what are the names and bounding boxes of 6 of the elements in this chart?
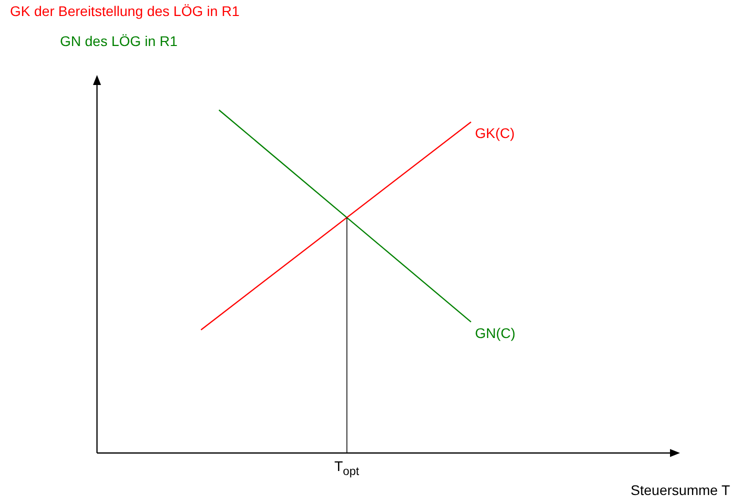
text: Steuersumme T bbox=[630, 482, 730, 498]
series-label: GK(C) bbox=[475, 124, 515, 141]
chart-title: GK der Bereitstellung des LÖG in R1 bbox=[10, 3, 240, 19]
text: T$_{opt}$ bbox=[334, 458, 360, 478]
series-label: GN(C) bbox=[475, 324, 516, 341]
chart-subtitle: GN des LÖG in R1 bbox=[60, 33, 178, 49]
